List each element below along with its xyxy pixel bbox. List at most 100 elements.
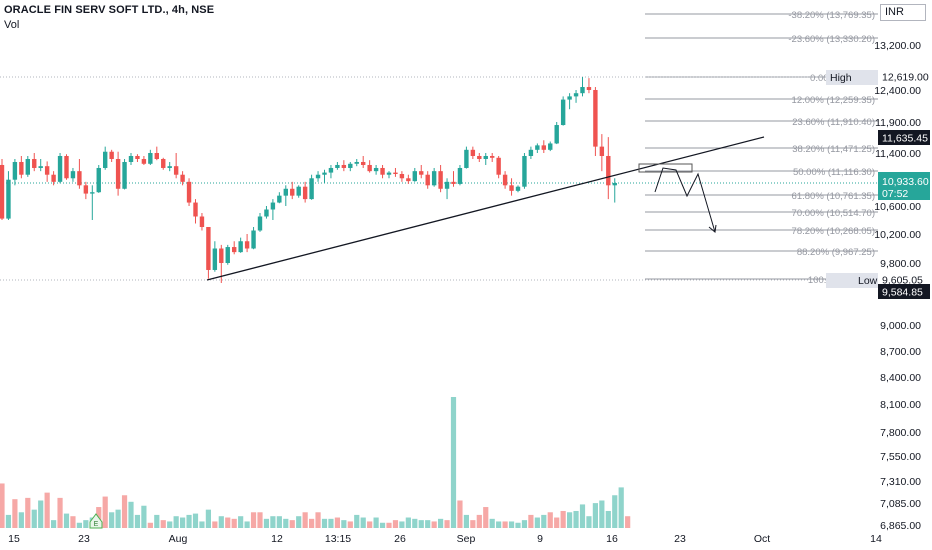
last-price-label: 10,933.60 xyxy=(882,176,929,188)
high-price-label-bg xyxy=(878,69,930,84)
zone-rectangle xyxy=(638,163,693,173)
volume-bar xyxy=(321,518,328,528)
candle-body xyxy=(83,185,89,194)
time-axis-label: 16 xyxy=(606,533,618,545)
candle-body xyxy=(251,230,256,249)
candle-body xyxy=(535,145,540,150)
candle-body xyxy=(225,247,230,263)
candle-body xyxy=(51,174,56,182)
price-axis-label: 8,400.00 xyxy=(880,372,921,384)
volume-bar xyxy=(83,520,89,528)
candle-body xyxy=(12,161,18,180)
currency-selector[interactable]: INR xyxy=(880,4,926,21)
volume-bar xyxy=(521,520,528,528)
volume-bar xyxy=(231,518,237,528)
candle-body xyxy=(612,183,617,186)
candle-body xyxy=(219,248,224,263)
candle-body xyxy=(509,185,514,191)
price-axis-label: 10,600.00 xyxy=(874,201,921,213)
time-axis-label: 26 xyxy=(394,533,406,545)
symbol-header: ORACLE FIN SERV SOFT LTD., 4h, NSE Vol xyxy=(4,4,214,32)
volume-bar xyxy=(109,512,115,528)
volume-bar xyxy=(0,483,5,528)
candle-body xyxy=(419,171,424,175)
time-axis-label: Sep xyxy=(457,533,476,545)
time-axis-label: 9 xyxy=(537,533,543,545)
volume-bar xyxy=(38,500,44,528)
candle-body xyxy=(90,192,95,194)
candle-body xyxy=(496,157,501,175)
volume-bar xyxy=(296,516,302,528)
volume-bar xyxy=(302,512,308,528)
volume-bar xyxy=(12,499,18,528)
candle-body xyxy=(135,155,140,159)
volume-bar xyxy=(425,520,431,528)
low-tag-label: Low xyxy=(858,275,878,287)
volume-bar xyxy=(508,521,515,528)
candle-body xyxy=(380,167,385,175)
candle-body xyxy=(490,155,495,158)
candle-body xyxy=(186,181,192,203)
time-axis-label: 23 xyxy=(78,533,90,545)
projection-path xyxy=(654,167,716,233)
volume-bar xyxy=(128,501,134,528)
earnings-marker-letter: E xyxy=(94,521,99,528)
candle-body xyxy=(180,174,185,182)
volume-bar xyxy=(57,497,63,528)
volume-bar xyxy=(115,509,121,528)
low-marker-label: 9,584.85 xyxy=(882,287,923,299)
price-axis-label: 8,700.00 xyxy=(880,346,921,358)
candle-body xyxy=(193,202,198,217)
last-price-bg xyxy=(878,172,930,200)
volume-bar xyxy=(625,516,631,528)
candle-body xyxy=(567,96,572,100)
candle-body xyxy=(32,158,37,168)
candle-body xyxy=(103,151,108,168)
candle-body xyxy=(322,172,327,175)
candle-body xyxy=(335,164,340,168)
volume-bar xyxy=(309,518,315,528)
countdown-label: 07:52 xyxy=(882,188,908,200)
volume-bar xyxy=(360,517,366,528)
fib-label: 38.20% (11,471.25) xyxy=(792,144,875,155)
candle-body xyxy=(232,247,237,253)
candle-body xyxy=(161,158,166,168)
fib-label: -38.20% (13,769.35) xyxy=(788,10,875,21)
high-tag-bg xyxy=(826,70,878,85)
candle-body xyxy=(109,151,114,159)
candle-body xyxy=(96,167,101,193)
price-axis-label: 10,200.00 xyxy=(874,229,921,241)
volume-bar xyxy=(599,500,605,528)
volume-bar xyxy=(618,487,624,528)
candle-body xyxy=(199,216,205,227)
volume-bar xyxy=(315,512,321,528)
volume-bar xyxy=(483,507,489,528)
volume-bar xyxy=(238,516,244,528)
volume-bar xyxy=(212,521,218,528)
candle-body xyxy=(593,90,598,147)
volume-bar xyxy=(534,517,540,528)
volume-bar xyxy=(476,514,482,528)
volume-bar xyxy=(102,496,108,528)
volume-bar xyxy=(76,522,82,528)
volume-bar xyxy=(250,512,257,528)
volume-bar xyxy=(257,512,263,528)
volume-bar xyxy=(502,521,508,528)
candle-body xyxy=(373,167,379,172)
candle-body xyxy=(57,155,63,182)
volume-bar xyxy=(399,521,405,528)
volume-bar xyxy=(205,509,211,528)
volume-bar xyxy=(121,495,128,528)
price-axis-label: 13,200.00 xyxy=(874,40,921,52)
candle-body xyxy=(554,125,559,144)
candle-body xyxy=(354,161,359,164)
candle-body xyxy=(522,155,527,187)
candle-body xyxy=(406,178,411,182)
candle-body xyxy=(315,174,321,179)
candle-body xyxy=(302,186,308,200)
volume-bar xyxy=(192,513,199,528)
candle-body xyxy=(367,164,372,172)
volume-bar xyxy=(431,521,437,528)
candle-body xyxy=(212,248,218,270)
